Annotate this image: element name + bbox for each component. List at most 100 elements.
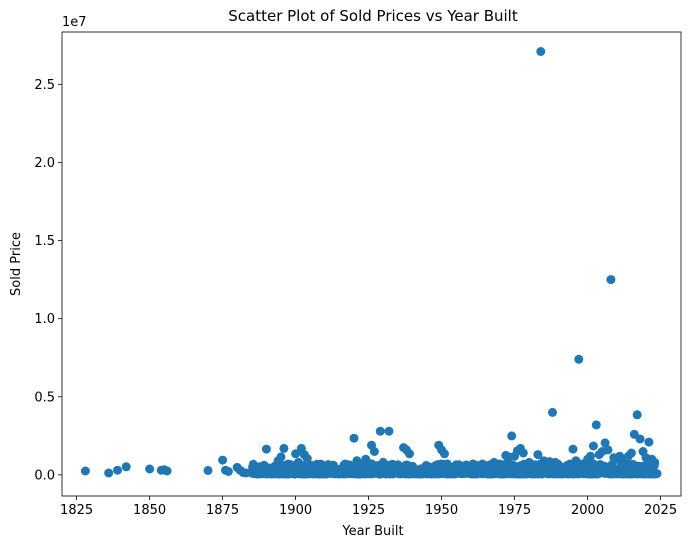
y-offset-label: 1e7 [62, 15, 87, 30]
x-tick-label: 1850 [133, 503, 166, 518]
data-point [631, 468, 641, 478]
plot-area [62, 32, 681, 496]
chart-title: Scatter Plot of Sold Prices vs Year Buil… [228, 7, 518, 25]
data-point [555, 468, 565, 478]
data-point [572, 464, 582, 474]
data-point [121, 462, 131, 472]
data-point [635, 434, 645, 444]
data-point [422, 463, 432, 473]
data-point [438, 467, 448, 477]
data-point [519, 459, 529, 469]
data-point [568, 444, 578, 454]
data-point [338, 466, 348, 475]
points-layer [80, 47, 662, 479]
y-tick-label: 2.0 [34, 156, 55, 171]
x-tick-label: 2025 [644, 503, 677, 518]
y-axis: 0.0 0.5 1.0 1.5 2.0 2.5 [34, 78, 62, 483]
y-tick-label: 2.5 [34, 78, 55, 93]
data-point [603, 463, 613, 473]
data-point [623, 469, 633, 479]
data-point [162, 466, 172, 476]
data-point [600, 438, 610, 448]
data-point [413, 468, 423, 478]
data-point [276, 452, 286, 462]
data-point [545, 459, 555, 469]
x-axis-label: Year Built [341, 524, 403, 539]
x-tick-label: 1950 [425, 503, 458, 518]
x-tick-label: 1925 [352, 503, 385, 518]
data-point [218, 455, 228, 465]
data-point [649, 460, 659, 470]
data-point [291, 449, 301, 459]
data-point [533, 462, 543, 472]
data-point [586, 469, 596, 479]
data-point [648, 469, 658, 479]
data-point [283, 469, 293, 479]
data-point [113, 465, 122, 475]
data-point [295, 461, 305, 471]
data-point [349, 433, 359, 443]
data-point [518, 448, 528, 458]
data-point [405, 449, 414, 459]
data-point [302, 454, 312, 463]
data-point [364, 469, 374, 479]
data-point [606, 275, 616, 285]
data-point [636, 462, 646, 472]
data-point [536, 47, 546, 56]
data-point [350, 464, 360, 474]
data-point [384, 426, 394, 436]
x-tick-label: 1975 [498, 503, 531, 518]
x-tick-label: 1900 [279, 503, 312, 518]
data-point [626, 448, 636, 458]
data-point [632, 410, 642, 420]
data-point [608, 469, 618, 479]
data-point [401, 465, 411, 475]
data-point [591, 420, 601, 430]
y-axis-label: Sold Price [9, 232, 24, 296]
y-tick-label: 1.5 [34, 234, 55, 249]
data-point [145, 464, 155, 474]
data-point [517, 469, 527, 479]
data-point [254, 468, 264, 478]
data-point [315, 469, 325, 479]
data-point [375, 426, 385, 436]
data-point [431, 469, 441, 479]
data-point [449, 466, 459, 476]
data-point [369, 447, 379, 456]
data-point [548, 407, 557, 417]
plot-frame [61, 31, 682, 497]
data-point [377, 463, 387, 473]
data-point [223, 467, 233, 476]
data-point [593, 464, 603, 474]
y-tick-label: 0.0 [34, 468, 55, 483]
data-point [270, 461, 280, 471]
data-point [539, 468, 549, 478]
data-point [588, 441, 598, 451]
x-tick-label: 2000 [571, 503, 604, 518]
data-point [501, 459, 511, 469]
data-point [300, 469, 310, 479]
data-point [574, 354, 584, 364]
data-point [491, 469, 501, 479]
data-point [644, 437, 654, 447]
data-point [286, 460, 296, 470]
data-point [307, 461, 317, 470]
x-axis: 1825 1850 1875 1900 1925 1950 1975 2000 2025 [60, 496, 677, 518]
data-point [510, 469, 520, 479]
x-tick-label: 1875 [206, 503, 239, 518]
y-tick-label: 1.0 [34, 312, 55, 327]
y-tick-label: 0.5 [34, 390, 55, 405]
data-point [279, 443, 289, 453]
data-point [469, 467, 479, 477]
data-point [393, 468, 403, 478]
data-point [586, 451, 595, 461]
data-point [440, 449, 449, 459]
data-point [203, 466, 213, 475]
data-point [480, 463, 490, 473]
data-point [507, 431, 517, 441]
data-point [261, 444, 271, 454]
data-point [603, 445, 613, 455]
data-point [533, 450, 543, 460]
data-point [104, 468, 114, 478]
